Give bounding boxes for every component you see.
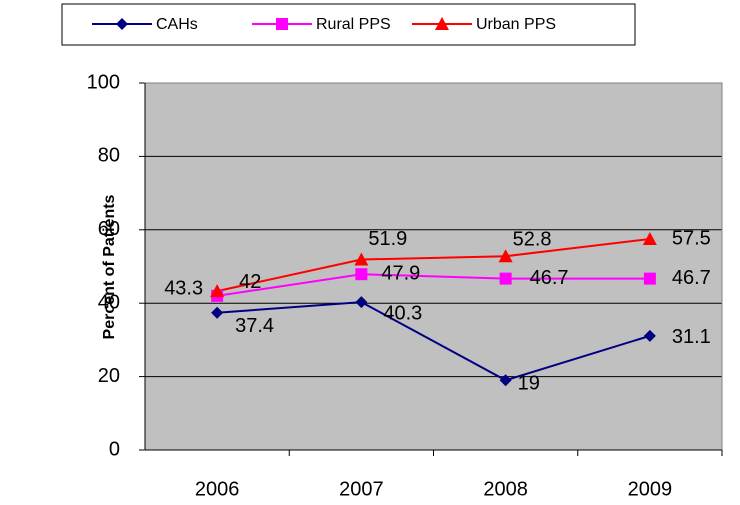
series-line (216, 273, 650, 297)
marker (499, 272, 512, 285)
marker (643, 329, 656, 342)
legend-item: Urban PPS (412, 16, 556, 33)
marker (498, 249, 513, 263)
data-label: 51.9 (368, 228, 407, 250)
x-tick-label: 2008 (483, 478, 528, 500)
data-label: 37.4 (235, 315, 274, 337)
series-line (216, 237, 650, 293)
y-tick-label: 0 (109, 438, 120, 460)
y-tick-label: 100 (87, 71, 120, 93)
data-label: 46.7 (672, 267, 711, 289)
y-tick-label: 60 (98, 218, 120, 240)
marker (435, 17, 449, 30)
marker (116, 18, 128, 30)
x-tick-label: 2009 (628, 478, 673, 500)
x-tick-label: 2007 (339, 478, 384, 500)
marker (643, 272, 656, 285)
y-tick-label: 20 (98, 365, 120, 387)
legend-label: CAHs (156, 16, 198, 33)
x-tick-label: 2006 (195, 478, 240, 500)
legend-item: CAHs (92, 16, 198, 33)
data-label: 31.1 (672, 326, 711, 348)
marker (355, 296, 368, 309)
plot-area (145, 83, 722, 450)
legend-label: Urban PPS (476, 16, 556, 33)
data-label: 52.8 (513, 229, 552, 251)
marker (210, 284, 225, 298)
legend-label: Rural PPS (316, 16, 391, 33)
legend-box (61, 3, 636, 46)
y-tick-label: 40 (98, 291, 120, 313)
marker (642, 231, 657, 245)
data-label: 40.3 (383, 302, 422, 324)
marker (354, 252, 369, 266)
marker (499, 374, 512, 387)
data-label: 43.3 (164, 277, 203, 299)
marker (355, 268, 368, 281)
data-label: 42 (239, 271, 261, 293)
y-axis-label: Percent of Patients (101, 194, 118, 339)
marker (211, 306, 224, 319)
legend-item: Rural PPS (252, 16, 391, 33)
series-line (217, 301, 651, 382)
data-label: 46.7 (530, 267, 569, 289)
data-label: 19 (518, 373, 540, 395)
marker (276, 18, 288, 30)
data-label: 57.5 (672, 227, 711, 249)
data-label: 47.9 (381, 262, 420, 284)
y-tick-label: 80 (98, 145, 120, 167)
